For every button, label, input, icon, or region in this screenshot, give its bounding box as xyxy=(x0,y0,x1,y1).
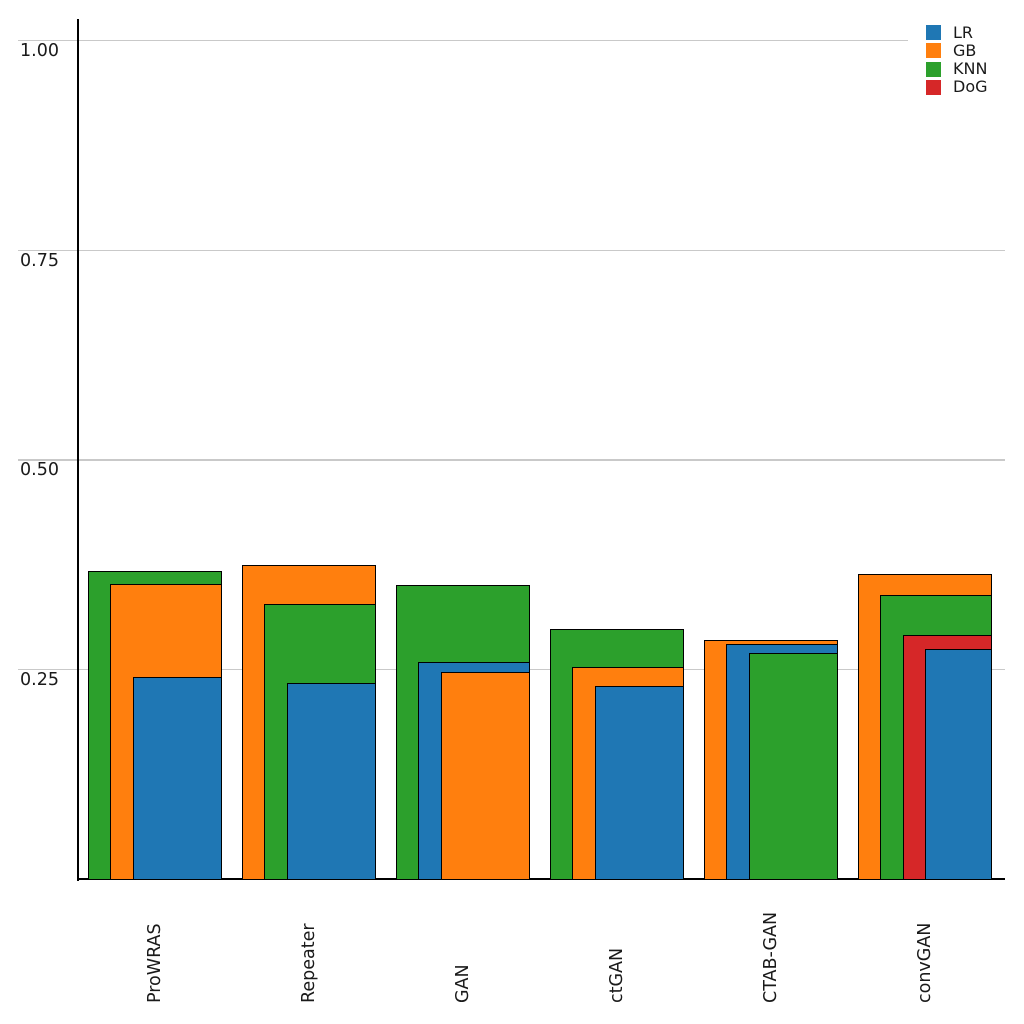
bar-Repeater-LR xyxy=(286,683,376,880)
legend-label-LR: LR xyxy=(953,22,974,42)
legend-label-GB: GB xyxy=(953,40,977,60)
legend-swatch-DoG xyxy=(926,79,941,95)
bar-ProWRAS-LR xyxy=(132,677,222,880)
y-tick-label: 1.00 xyxy=(20,40,59,61)
x-axis-line xyxy=(77,877,1005,880)
bar-CTAB-GAN-KNN xyxy=(748,652,838,880)
x-axis-label-Repeater: Repeater xyxy=(299,923,319,1003)
x-axis-label-GAN: GAN xyxy=(453,964,473,1003)
bar-GAN-GB xyxy=(440,672,530,880)
legend-item-DoG: DoG xyxy=(926,77,1020,97)
bar-ctGAN-LR xyxy=(594,685,684,880)
bar-convGAN-LR xyxy=(925,648,992,880)
gridline-0.50 xyxy=(18,459,1005,461)
x-axis-label-ctGAN: ctGAN xyxy=(607,947,627,1003)
legend-item-LR: LR xyxy=(926,22,1020,42)
y-tick-label: 0.50 xyxy=(20,460,59,481)
y-tick-label: 0.25 xyxy=(20,669,59,690)
legend-swatch-LR xyxy=(926,25,941,40)
legend-label-DoG: DoG xyxy=(953,77,988,97)
legend-swatch-GB xyxy=(926,43,941,59)
legend: LR GB KNN DoG xyxy=(908,14,1020,100)
x-axis-label-CTAB-GAN: CTAB-GAN xyxy=(761,911,781,1003)
y-tick-label: 0.75 xyxy=(20,250,59,271)
gridline-0.75 xyxy=(18,249,1005,252)
legend-swatch-KNN xyxy=(926,61,941,77)
legend-label-KNN: KNN xyxy=(953,59,988,79)
x-axis-label-convGAN: convGAN xyxy=(915,922,935,1003)
legend-item-KNN: KNN xyxy=(926,59,1020,79)
x-axis-label-ProWRAS: ProWRAS xyxy=(145,923,165,1003)
y-axis-line xyxy=(77,19,79,881)
gridline-1.00 xyxy=(18,39,1005,42)
legend-item-GB: GB xyxy=(926,40,1020,60)
